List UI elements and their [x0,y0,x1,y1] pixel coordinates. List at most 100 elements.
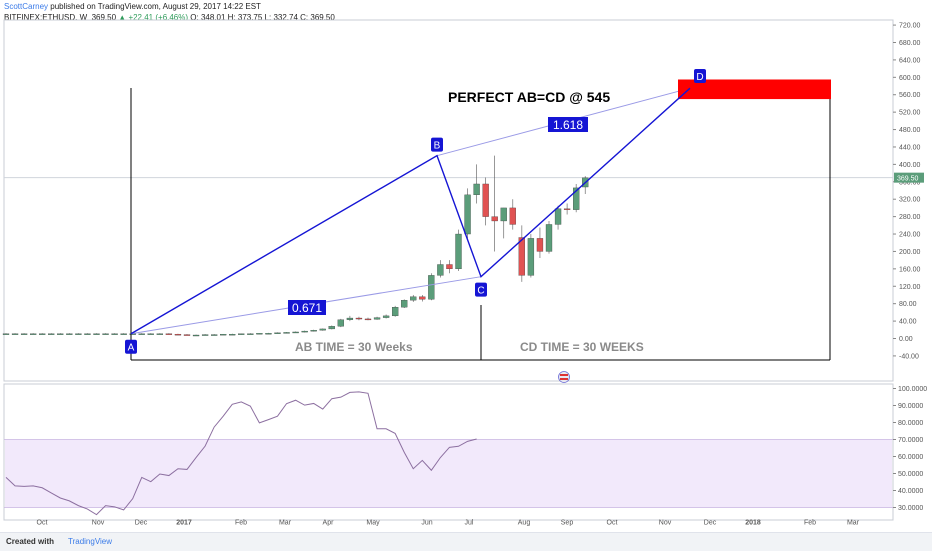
candle-body [57,333,64,335]
point-b-label: B [434,141,441,152]
candle-body [20,333,28,335]
prz-target-zone [678,79,831,100]
x-tick-label: Oct [607,520,618,527]
cd-time-label: CD TIME = 30 WEEKS [520,340,644,354]
up-arrow-icon: ▲ [118,13,127,22]
candle-body [337,319,345,327]
flag-stripe-bottom [560,378,568,380]
rsi-tick-label: 100.0000 [898,386,927,393]
price-tick-label: 720.00 [899,23,921,30]
candle-body [410,296,417,301]
x-tick-label: Feb [235,520,247,527]
rsi-line [5,391,477,516]
candle-body [346,317,354,320]
candle [364,317,372,321]
candle-body [120,333,127,335]
candle [545,220,553,254]
x-tick-label: Dec [704,520,717,527]
candle-body [292,331,299,334]
last-price-badge-label: 369.50 [897,176,919,183]
x-tick-label: May [366,520,380,527]
candle [437,260,444,278]
candle-body [210,334,218,336]
candle [265,332,272,335]
price-tick-label: 560.00 [899,92,921,99]
candle-body [174,333,182,336]
x-tick-label: Aug [518,520,531,527]
chart-area[interactable]: -40.00 0.00 40.00 80.00 120.00 160.00 200.00 24… [0,0,932,532]
price-tick-label: 280.00 [899,214,921,221]
abcd-pattern-line [130,87,691,335]
price-tick-label: -40.00 [899,353,919,360]
candle-body [29,333,37,335]
rsi-tick-label: 80.0000 [898,420,923,427]
candle-body [274,332,281,334]
candle-body [156,333,164,335]
price-tick-label: 440.00 [899,144,921,151]
pattern-title: PERFECT AB=CD @ 545 [448,89,610,105]
point-c-box [475,282,487,297]
candle [527,234,535,278]
rsi-pane: 30.0000 40.0000 50.0000 60.0000 70.0000 80.00… [3,383,927,527]
candle [192,334,200,337]
author-link[interactable]: ScottCarney [4,2,49,11]
price-tick-label: 0.00 [899,336,913,343]
candle [319,328,326,331]
candle-body [75,333,82,335]
candle [536,227,544,258]
candle [274,332,281,334]
candle [455,229,462,272]
candle [391,305,399,317]
price-tick-label: 120.00 [899,284,921,291]
x-tick-label: Jul [465,520,474,527]
candle [482,177,489,226]
x-tick-label: 2017 [176,520,192,527]
candle-body [84,333,91,335]
candle [48,333,55,335]
rsi-band [5,439,892,508]
candle [120,333,127,335]
candle [238,333,245,335]
candle-body [238,333,245,335]
candle-body [147,333,154,335]
candle [410,294,417,302]
candle-body [473,183,480,196]
candle [256,333,263,335]
candle-body [247,333,254,335]
candle [39,333,46,335]
footer-bar: Created with TradingView [0,532,932,551]
candle-body [554,208,562,225]
rsi-tick-label: 50.0000 [898,471,923,478]
candle-body [48,333,55,335]
price-tick-label: 680.00 [899,40,921,47]
candle [147,333,154,335]
candle [75,333,82,335]
price-change: +22.41 (+6.46%) [128,13,189,22]
candle [355,316,363,321]
price-tick-label: 40.00 [899,319,917,326]
candle-body [102,333,109,335]
candle-body [536,238,544,252]
candle-body [183,334,191,336]
candle [382,314,390,319]
candle [509,199,516,230]
candle [491,155,498,252]
rsi-tick-label: 40.0000 [898,488,923,495]
candle [337,318,345,328]
candle-body [401,300,408,308]
candle-body [563,208,571,210]
candle [165,333,173,335]
tradingview-logo[interactable]: TradingView [68,537,113,546]
candle [174,333,182,336]
price-pane: -40.00 0.00 40.00 80.00 120.00 160.00 200.00 24… [2,19,924,383]
events-flag-icon [558,371,570,383]
candle-body [2,333,10,335]
candle-body [66,333,73,335]
candle-body [545,224,553,252]
x-tick-label: 2018 [745,520,761,527]
candle-body [283,332,290,334]
candle [428,273,435,301]
candle [247,333,254,335]
point-d-label: D [696,72,703,83]
candle [464,188,471,239]
